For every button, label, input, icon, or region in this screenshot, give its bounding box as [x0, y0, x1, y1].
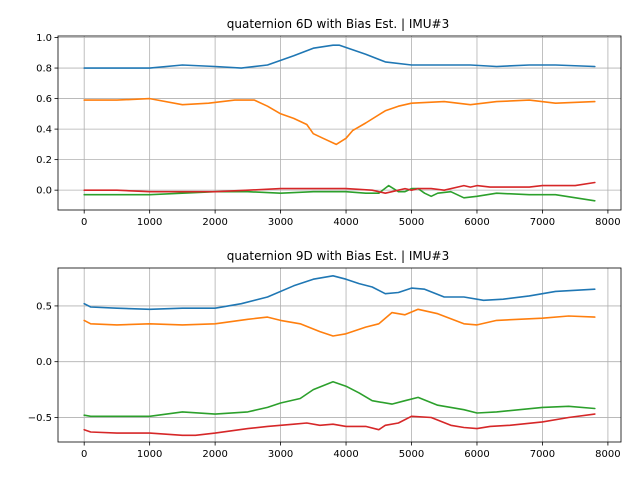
- chart-6d-bias: quaternion 6D with Bias Est. | IMU#3 0 10…: [36, 17, 622, 228]
- x-tick-label: 6000: [464, 217, 489, 228]
- x-tick-label: 4000: [333, 449, 358, 460]
- x-tick-label: 8000: [595, 217, 620, 228]
- series-line-2: [83, 380, 596, 418]
- y-tick-label: −0.5: [28, 413, 52, 424]
- x-tick-label: 7000: [530, 217, 555, 228]
- series-line-0: [83, 274, 596, 311]
- plot-frame: [57, 267, 622, 443]
- x-tick-label: 2000: [202, 217, 227, 228]
- y-tick-label: 0.0: [36, 186, 52, 197]
- grid-lines: [58, 36, 621, 210]
- grid-lines: [58, 268, 621, 442]
- y-tick-label: 0.8: [36, 64, 52, 75]
- series-lines: [83, 274, 596, 437]
- x-tick-label: 0: [81, 449, 87, 460]
- x-axis-ticks: 0 1000 2000 3000 4000 5000 6000 7000 8000: [81, 210, 621, 228]
- y-axis-ticks: −0.5 0.0 0.5: [28, 301, 58, 424]
- y-tick-label: 1.0: [36, 33, 52, 44]
- y-axis-ticks: 0.0 0.2 0.4 0.6 0.8 1.0: [36, 33, 58, 197]
- plot-frame: [57, 35, 622, 211]
- chart-title: quaternion 9D with Bias Est. | IMU#3: [227, 249, 449, 263]
- x-tick-label: 6000: [464, 449, 489, 460]
- x-tick-label: 1000: [137, 217, 162, 228]
- series-line-0: [83, 44, 596, 69]
- series-line-3: [83, 181, 596, 194]
- x-tick-label: 2000: [202, 449, 227, 460]
- x-tick-label: 7000: [530, 449, 555, 460]
- x-tick-label: 3000: [268, 217, 293, 228]
- chart-9d-bias: quaternion 9D with Bias Est. | IMU#3 0 10…: [28, 249, 622, 460]
- series-line-3: [83, 413, 596, 437]
- x-axis-ticks: 0 1000 2000 3000 4000 5000 6000 7000 8000: [81, 442, 621, 460]
- y-tick-label: 0.6: [36, 94, 52, 105]
- chart-title: quaternion 6D with Bias Est. | IMU#3: [227, 17, 449, 31]
- y-tick-label: 0.5: [36, 301, 52, 312]
- x-tick-label: 8000: [595, 449, 620, 460]
- y-tick-label: 0.0: [36, 357, 52, 368]
- x-tick-label: 4000: [333, 217, 358, 228]
- x-tick-label: 3000: [268, 449, 293, 460]
- series-line-1: [83, 97, 596, 146]
- x-tick-label: 5000: [399, 217, 424, 228]
- y-tick-label: 0.4: [36, 125, 52, 136]
- series-lines: [83, 44, 596, 202]
- series-line-1: [83, 308, 596, 337]
- x-tick-label: 1000: [137, 449, 162, 460]
- x-tick-label: 0: [81, 217, 87, 228]
- x-tick-label: 5000: [399, 449, 424, 460]
- y-tick-label: 0.2: [36, 155, 52, 166]
